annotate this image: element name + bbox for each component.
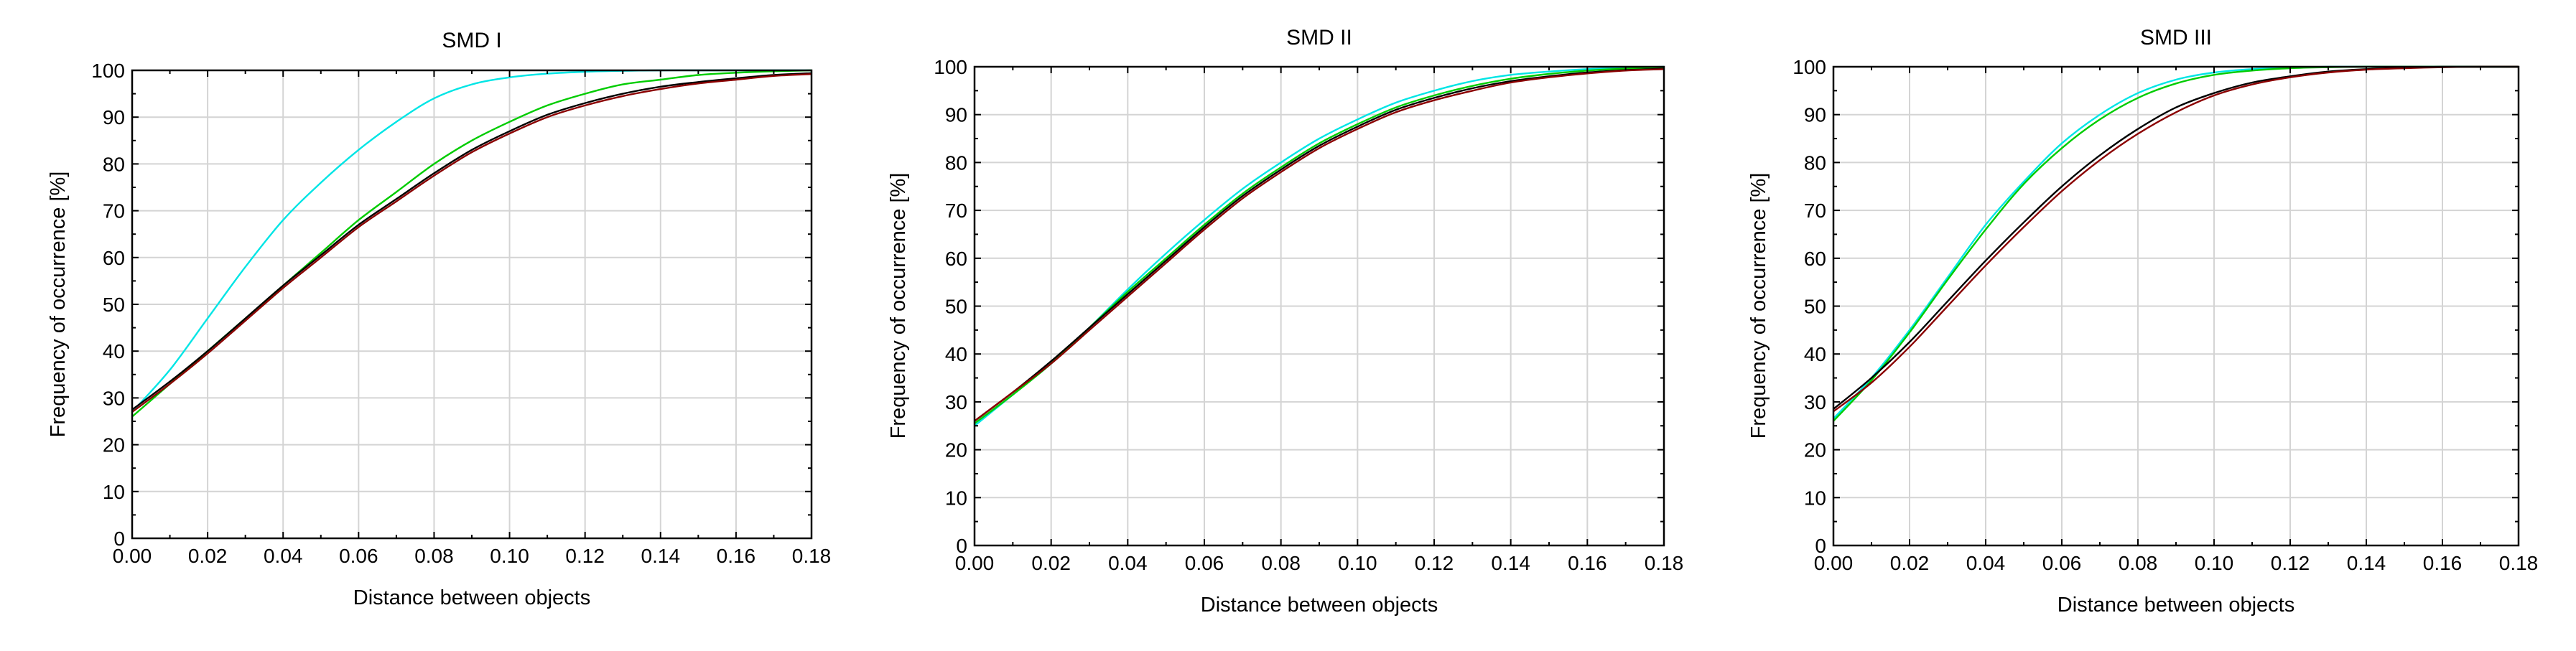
y-tick-label: 10 [103, 481, 125, 503]
series-line-2 [131, 72, 812, 411]
x-axis-label: Distance between objects [353, 586, 590, 609]
series-line-3 [1833, 65, 2519, 413]
chart-panel-smd-i: SMD I 0.00 0.02 0.04 0.06 0.08 0.10 0.12 0.14 0.… [47, 29, 831, 609]
x-tick-label: 0.02 [1890, 552, 1930, 574]
y-tick-label: 40 [945, 343, 967, 365]
y-tick-label: 0 [956, 535, 967, 557]
x-tick-label: 0.14 [641, 545, 681, 567]
y-tick-label: 40 [1804, 343, 1826, 365]
chart-title: SMD III [2140, 26, 2212, 50]
y-tick-label: 50 [945, 296, 967, 318]
x-tick-label: 0.18 [792, 545, 832, 567]
series-line-1 [974, 67, 1665, 424]
x-tick-label: 0.02 [1031, 552, 1071, 574]
x-tick-label: 0.10 [490, 545, 529, 567]
y-tick-label: 60 [103, 247, 125, 269]
y-tick-label: 80 [103, 153, 125, 175]
x-tick-label: 0.04 [264, 545, 303, 567]
x-tick-label: 0.16 [1568, 552, 1607, 574]
y-tick-label: 60 [1804, 248, 1826, 270]
y-axis-label: Frequency of occurrence [%] [1747, 173, 1770, 439]
x-tick-label: 0.14 [2347, 552, 2386, 574]
series-line-0 [131, 69, 812, 413]
y-tick-label: 30 [945, 391, 967, 413]
x-tick-label: 0.08 [414, 545, 454, 567]
y-tick-label: 30 [1804, 391, 1826, 413]
y-tick-label: 100 [91, 60, 125, 82]
y-tick-label: 50 [1804, 296, 1826, 318]
x-tick-label: 0.16 [2423, 552, 2463, 574]
y-tick-label: 90 [1804, 104, 1826, 126]
x-tick-label: 0.04 [1966, 552, 2006, 574]
series-line-2 [974, 67, 1665, 422]
x-tick-label: 0.12 [2271, 552, 2310, 574]
y-tick-label: 10 [945, 487, 967, 509]
y-tick-label: 40 [103, 340, 125, 362]
chart-title: SMD I [442, 29, 501, 52]
series-line-0 [1833, 65, 2519, 420]
series-line-3 [131, 73, 812, 413]
y-tick-label: 90 [945, 104, 967, 126]
y-tick-label: 80 [945, 151, 967, 174]
x-tick-label: 0.00 [113, 545, 152, 567]
chart-panel-smd-ii: SMD II 0.00 0.02 0.04 0.06 0.08 0.10 0.12 0.14 0… [887, 26, 1683, 617]
x-tick-label: 0.10 [1338, 552, 1377, 574]
y-tick-label: 20 [103, 434, 125, 456]
x-tick-label: 0.10 [2195, 552, 2234, 574]
y-tick-label: 90 [103, 106, 125, 128]
y-tick-label: 70 [103, 200, 125, 223]
y-tick-label: 70 [945, 200, 967, 222]
x-tick-label: 0.00 [955, 552, 995, 574]
x-axis-label: Distance between objects [2057, 594, 2294, 617]
y-tick-label: 50 [103, 294, 125, 316]
x-tick-label: 0.12 [1415, 552, 1454, 574]
x-tick-label: 0.06 [2042, 552, 2082, 574]
x-tick-label: 0.16 [717, 545, 756, 567]
y-axis-label: Frequency of occurrence [%] [887, 173, 910, 439]
y-tick-label: 30 [103, 387, 125, 409]
y-axis-label: Frequency of occurrence [%] [47, 172, 70, 438]
x-tick-label: 0.04 [1108, 552, 1148, 574]
chart-title: SMD II [1286, 26, 1352, 50]
x-axis-label: Distance between objects [1201, 594, 1438, 617]
y-tick-label: 100 [934, 56, 967, 78]
x-tick-label: 0.06 [339, 545, 378, 567]
y-tick-label: 100 [1792, 56, 1826, 78]
x-tick-label: 0.08 [1261, 552, 1301, 574]
y-tick-label: 0 [1815, 535, 1826, 557]
x-tick-label: 0.14 [1491, 552, 1530, 574]
y-tick-label: 60 [945, 248, 967, 270]
series-line-0 [974, 65, 1665, 427]
x-tick-label: 0.18 [2499, 552, 2539, 574]
y-tick-label: 0 [113, 528, 125, 550]
x-tick-label: 0.02 [188, 545, 228, 567]
chart-panel-smd-iii: SMD III 0.00 0.02 0.04 0.06 0.08 0.10 0.12 0.14… [1747, 26, 2538, 617]
series-line-1 [131, 69, 812, 418]
y-tick-label: 10 [1804, 487, 1826, 509]
x-tick-label: 0.12 [565, 545, 605, 567]
x-tick-label: 0.00 [1814, 552, 1854, 574]
x-tick-label: 0.06 [1185, 552, 1224, 574]
y-tick-label: 20 [1804, 439, 1826, 462]
y-tick-label: 70 [1804, 200, 1826, 222]
y-tick-label: 20 [945, 439, 967, 462]
series-line-2 [1833, 65, 2519, 410]
series-line-1 [1833, 65, 2519, 422]
y-tick-label: 80 [1804, 151, 1826, 174]
x-tick-label: 0.18 [1645, 552, 1684, 574]
x-tick-label: 0.08 [2119, 552, 2158, 574]
series-line-3 [974, 68, 1665, 422]
